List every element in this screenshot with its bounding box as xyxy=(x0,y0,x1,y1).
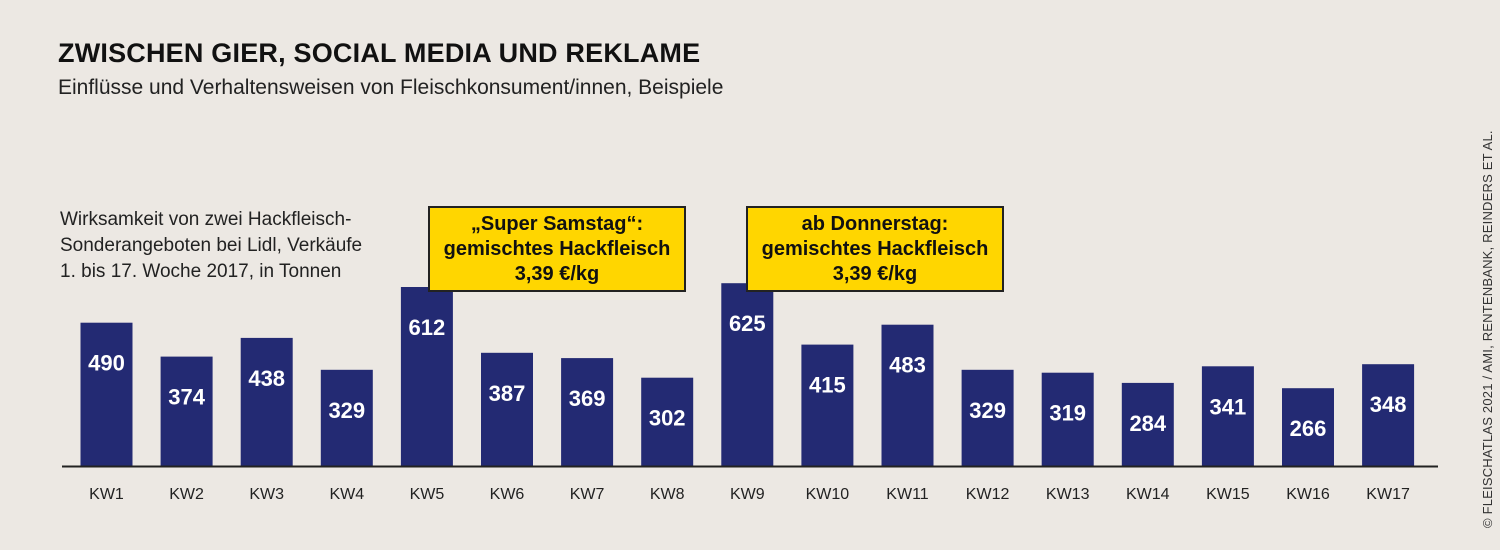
bar-value-label: 302 xyxy=(649,406,686,431)
x-tick-label: KW1 xyxy=(89,486,124,503)
bar-kw5 xyxy=(400,287,453,466)
bar-value-label: 284 xyxy=(1129,411,1166,436)
callout-line: gemischtes Hackfleisch xyxy=(761,238,989,260)
callout-ab-donnerstag: ab Donnerstag: gemischtes Hackfleisch 3,… xyxy=(746,206,1004,292)
bar-kw8 xyxy=(641,377,694,466)
x-tick-label: KW8 xyxy=(650,486,685,503)
x-tick-label: KW7 xyxy=(570,486,605,503)
bar-value-label: 341 xyxy=(1210,394,1247,419)
chart-description: Wirksamkeit von zwei Hackfleisch- Sonder… xyxy=(60,207,420,285)
bar-value-label: 266 xyxy=(1290,416,1327,441)
x-tick-label: KW13 xyxy=(1046,486,1090,503)
x-tick-label: KW14 xyxy=(1126,486,1170,503)
x-tick-label: KW17 xyxy=(1366,486,1410,503)
bars-group: 490 374 438 329 612 387 369 302 625 415 483 329 319 2… xyxy=(80,283,1415,466)
bar-value-label: 329 xyxy=(328,398,365,423)
callout-line: ab Donnerstag: xyxy=(801,213,949,235)
source-credit: © FLEISCHATLAS 2021 / AMI, RENTENBANK, R… xyxy=(1480,130,1495,528)
bar-kw13 xyxy=(1041,372,1094,466)
bar-value-label: 369 xyxy=(569,386,606,411)
x-tick-label: KW15 xyxy=(1206,486,1250,503)
bar-value-label: 329 xyxy=(969,398,1006,423)
x-tick-label: KW11 xyxy=(886,486,928,503)
bar-value-label: 483 xyxy=(889,353,926,378)
bar-kw7 xyxy=(561,358,614,466)
callout-super-samstag: „Super Samstag“: gemischtes Hackfleisch … xyxy=(428,206,686,292)
bar-kw12 xyxy=(961,369,1014,466)
bar-kw4 xyxy=(320,369,373,466)
callout-line: 3,39 €/kg xyxy=(832,263,918,285)
bar-value-label: 415 xyxy=(809,373,846,398)
x-tick-label: KW2 xyxy=(169,486,204,503)
bar-kw9 xyxy=(721,283,774,466)
description-line: Wirksamkeit von zwei Hackfleisch- xyxy=(60,209,352,230)
bar-value-label: 612 xyxy=(409,315,446,340)
bar-value-label: 387 xyxy=(489,381,526,406)
bar-kw2 xyxy=(160,356,213,466)
callout-line: „Super Samstag“: xyxy=(470,213,644,235)
x-axis-ticks: KW1 KW2 KW3 KW4 KW5 KW6 KW7 KW8 KW9 KW10 KW11 KW12 K… xyxy=(89,486,1410,503)
bar-kw15 xyxy=(1201,366,1254,466)
bar-value-label: 348 xyxy=(1370,392,1407,417)
x-tick-label: KW6 xyxy=(490,486,525,503)
x-tick-label: KW5 xyxy=(410,486,445,503)
bar-kw11 xyxy=(881,324,934,466)
chart-title: ZWISCHEN GIER, SOCIAL MEDIA UND REKLAME xyxy=(58,38,701,68)
callout-line: gemischtes Hackfleisch xyxy=(443,238,671,260)
bar-kw3 xyxy=(240,337,293,466)
x-tick-label: KW10 xyxy=(806,486,850,503)
bar-kw1 xyxy=(80,322,133,466)
bar-value-label: 625 xyxy=(729,311,766,336)
bar-kw17 xyxy=(1362,364,1415,466)
bar-value-label: 490 xyxy=(88,351,125,376)
x-tick-label: KW3 xyxy=(249,486,284,503)
bar-kw16 xyxy=(1282,388,1334,466)
bar-kw10 xyxy=(801,344,854,466)
description-line: 1. bis 17. Woche 2017, in Tonnen xyxy=(60,261,342,282)
bar-kw14 xyxy=(1121,382,1174,466)
x-tick-label: KW16 xyxy=(1286,486,1330,503)
bar-value-label: 374 xyxy=(168,385,205,410)
chart-subtitle: Einflüsse und Verhaltensweisen von Fleis… xyxy=(58,76,724,99)
x-tick-label: KW9 xyxy=(730,486,765,503)
x-tick-label: KW12 xyxy=(966,486,1010,503)
x-tick-label: KW4 xyxy=(329,486,364,503)
bar-value-label: 438 xyxy=(248,366,285,391)
bar-value-label: 319 xyxy=(1049,401,1086,426)
bar-kw6 xyxy=(481,352,533,466)
description-line: Sonderangeboten bei Lidl, Verkäufe xyxy=(60,235,363,256)
callout-line: 3,39 €/kg xyxy=(514,263,600,285)
